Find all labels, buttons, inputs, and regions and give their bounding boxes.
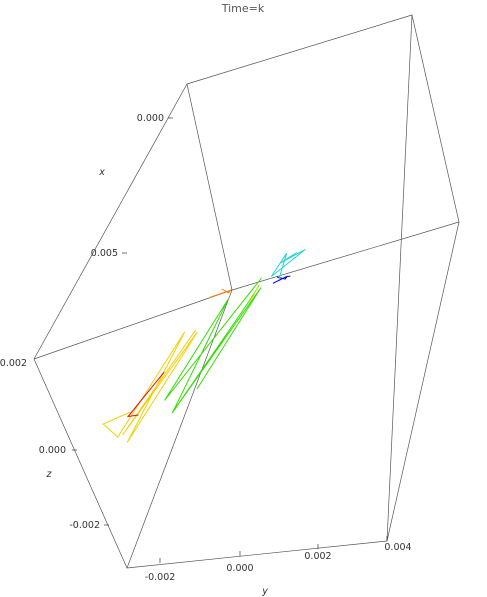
z-tick-label: 0.002 (0, 358, 27, 369)
x-axis-label: x (98, 167, 105, 178)
trajectory-series-0 (272, 275, 291, 284)
trajectory-series-1 (270, 248, 306, 280)
x-axis: 0.000 0.005 x (91, 113, 173, 259)
trajectory-series-2 (164, 277, 262, 414)
plot-box (33, 14, 460, 569)
y-tick-label: 0.002 (304, 551, 331, 562)
x-tick-label: 0.005 (91, 248, 118, 259)
trajectory-group (102, 248, 306, 443)
z-tick-label: 0.000 (39, 445, 66, 456)
y-tick-label: -0.002 (145, 572, 176, 583)
trajectory-series-5 (209, 288, 232, 298)
y-tick-label: 0.000 (226, 563, 253, 574)
z-axis-label: z (46, 469, 53, 480)
trajectory-series-6 (126, 371, 165, 418)
y-tick-label: 0.004 (384, 542, 411, 553)
y-axis: -0.002 0.000 0.002 0.004 y (145, 536, 412, 597)
z-axis: 0.002 0.000 -0.002 z (0, 358, 109, 531)
x-tick-label: 0.000 (137, 113, 164, 124)
trajectory-series-3 (248, 284, 260, 302)
trajectory-series-4 (102, 329, 198, 443)
z-tick-label: -0.002 (69, 520, 100, 531)
chart-title: Time=k (221, 2, 265, 15)
y-axis-label: y (261, 586, 268, 597)
